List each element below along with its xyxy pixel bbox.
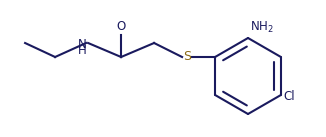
Text: O: O	[116, 20, 126, 33]
Text: N: N	[78, 38, 87, 51]
Text: S: S	[183, 51, 191, 64]
Text: NH$_2$: NH$_2$	[250, 20, 274, 35]
Text: H: H	[78, 45, 87, 58]
Text: Cl: Cl	[283, 91, 294, 103]
